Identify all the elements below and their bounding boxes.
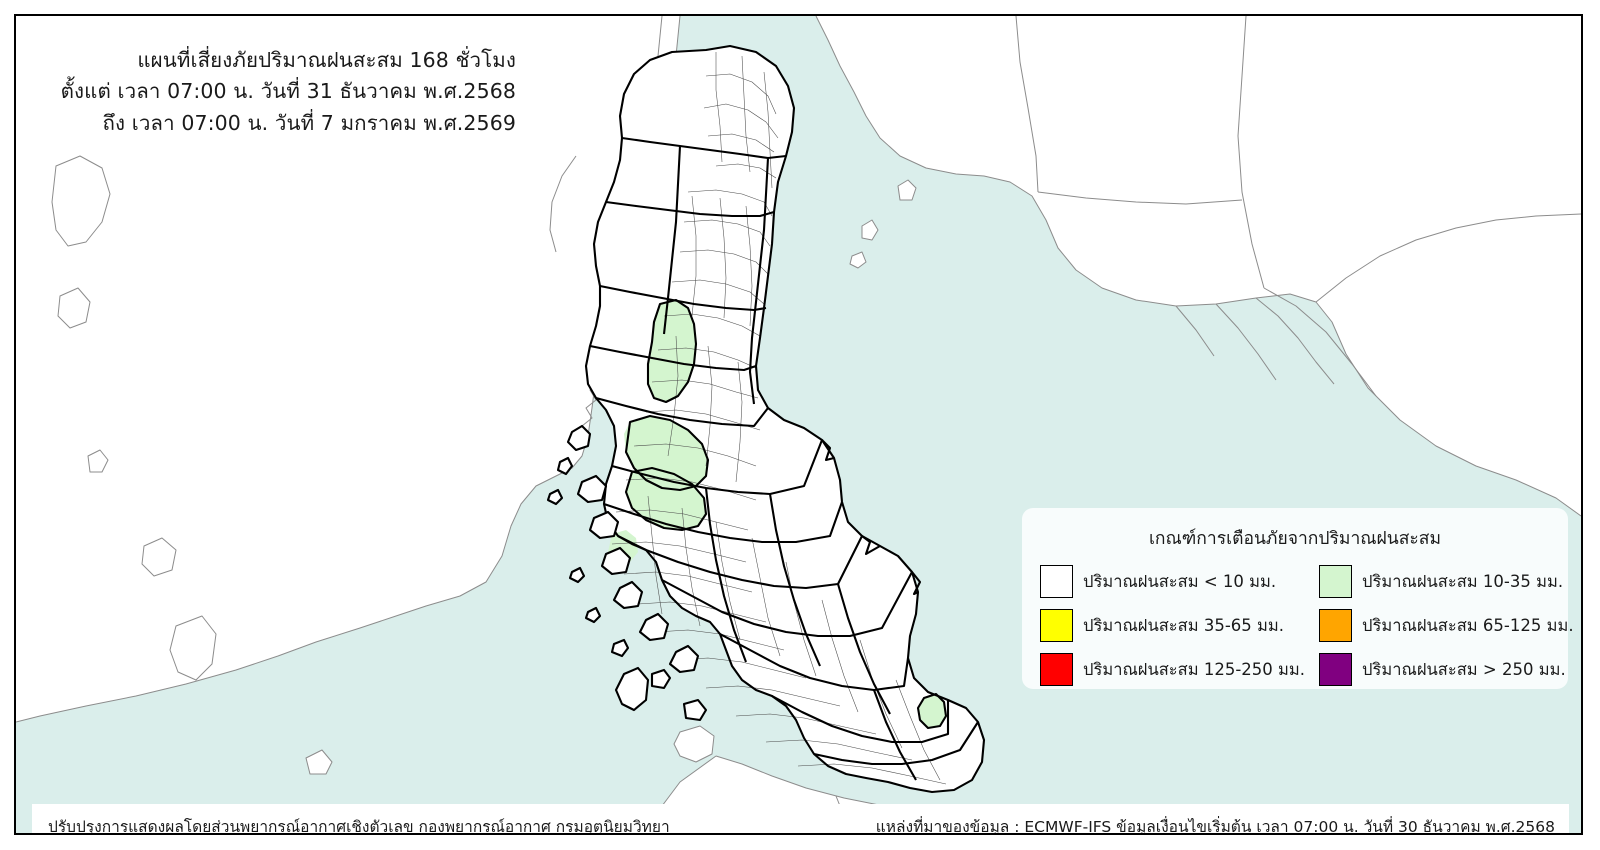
rainfall-risk-map (16, 16, 1581, 833)
legend-swatch-125-250 (1040, 653, 1073, 686)
legend-swatch-10-35 (1319, 565, 1353, 598)
map-svg (16, 16, 1581, 833)
legend-grid: ปริมาณฝนสะสม < 10 มม. ปริมาณฝนสะสม 10-35… (1040, 565, 1574, 686)
andaman-islands (51, 155, 333, 775)
legend-item-65-125: ปริมาณฝนสะสม 65-125 มม. (1319, 609, 1574, 642)
footer-credit: ปรับปรุงการแสดงผลโดยส่วนพยากรณ์อากาศเชิง… (48, 818, 670, 835)
legend-label-35-65: ปริมาณฝนสะสม 35-65 มม. (1083, 615, 1285, 635)
narathiwat-outline (916, 692, 948, 730)
legend-item-10-35: ปริมาณฝนสะสม 10-35 มม. (1319, 565, 1574, 598)
highlight-narathiwat (918, 694, 946, 728)
legend-item-125-250: ปริมาณฝนสะสม 125-250 มม. (1040, 653, 1305, 686)
legend-card: เกณฑ์การเตือนภัยจากปริมาณฝนสะสม ปริมาณฝน… (1022, 508, 1574, 689)
legend-title: เกณฑ์การเตือนภัยจากปริมาณฝนสะสม (1148, 529, 1442, 549)
district-boundaries (611, 52, 947, 785)
highlight-ranong (648, 300, 696, 402)
andaman-coast-detail (546, 424, 715, 763)
legend-label-10-35: ปริมาณฝนสะสม 10-35 มม. (1362, 571, 1564, 591)
footer-source: แหล่งที่มาของข้อมูล : ECMWF-IFS ข้อมูลเง… (875, 818, 1555, 835)
map-title-card: แผนที่เสี่ยงภัยปริมาณฝนสะสม 168 ชั่วโมง … (32, 32, 534, 154)
title-line-1: แผนที่เสี่ยงภัยปริมาณฝนสะสม 168 ชั่วโมง (137, 48, 516, 73)
eastern-landmass (815, 16, 1581, 517)
map-frame: แผนที่เสี่ยงภัยปริมาณฝนสะสม 168 ชั่วโมง … (14, 14, 1583, 835)
thailand-peninsula (546, 44, 986, 794)
legend-label-125-250: ปริมาณฝนสะสม 125-250 มม. (1083, 659, 1306, 679)
legend-item-35-65: ปริมาณฝนสะสม 35-65 มม. (1040, 609, 1305, 642)
title-line-2: ตั้งแต่ เวลา 07:00 น. วันที่ 31 ธันวาคม … (60, 79, 516, 104)
province-boundaries (584, 44, 986, 794)
legend-swatch-lt10 (1040, 565, 1073, 598)
gulf-coast-detail (821, 439, 922, 596)
legend-label-lt10: ปริมาณฝนสะสม < 10 มม. (1083, 571, 1277, 591)
legend-item-gt250: ปริมาณฝนสะสม > 250 มม. (1319, 653, 1574, 686)
legend-item-lt10: ปริมาณฝนสะสม < 10 มม. (1040, 565, 1305, 598)
legend-swatch-gt250 (1319, 653, 1353, 686)
footer-bar: ปรับปรุงการแสดงผลโดยส่วนพยากรณ์อากาศเชิง… (32, 804, 1569, 835)
title-line-3: ถึง เวลา 07:00 น. วันที่ 7 มกราคม พ.ศ.25… (102, 110, 516, 135)
legend-label-65-125: ปริมาณฝนสะสม 65-125 มม. (1362, 615, 1574, 635)
legend-label-gt250: ปริมาณฝนสะสม > 250 มม. (1362, 659, 1566, 679)
legend-swatch-35-65 (1040, 609, 1073, 642)
legend-swatch-65-125 (1319, 609, 1353, 642)
